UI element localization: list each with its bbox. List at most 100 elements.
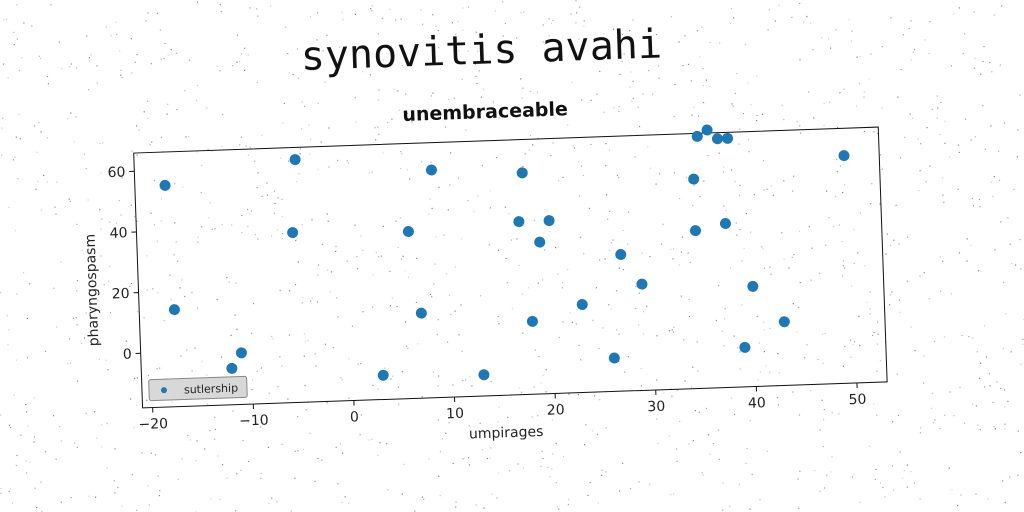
noise-speck xyxy=(931,108,933,110)
noise-speck xyxy=(81,249,83,251)
noise-speck xyxy=(753,194,755,196)
noise-speck xyxy=(1002,348,1004,350)
noise-speck xyxy=(522,165,524,168)
noise-speck xyxy=(542,279,544,281)
noise-speck xyxy=(27,425,29,427)
noise-speck xyxy=(575,0,577,2)
noise-speck xyxy=(949,391,951,393)
noise-speck xyxy=(472,108,474,110)
noise-speck xyxy=(210,498,212,500)
noise-speck xyxy=(703,180,705,182)
noise-speck xyxy=(912,117,914,119)
noise-speck xyxy=(281,238,283,240)
noise-speck xyxy=(288,72,290,74)
noise-speck xyxy=(838,224,840,226)
noise-speck xyxy=(393,88,395,90)
noise-speck xyxy=(0,291,2,294)
noise-speck xyxy=(599,399,601,401)
noise-speck xyxy=(219,70,221,72)
noise-speck xyxy=(98,358,100,360)
noise-speck xyxy=(756,120,758,122)
noise-speck xyxy=(102,142,104,144)
noise-speck xyxy=(906,486,908,488)
noise-speck xyxy=(923,355,925,357)
noise-speck xyxy=(567,124,569,126)
noise-speck xyxy=(221,145,223,147)
noise-speck xyxy=(40,57,42,60)
noise-speck xyxy=(799,2,801,4)
noise-speck xyxy=(702,474,704,476)
noise-speck xyxy=(7,77,9,79)
noise-speck xyxy=(679,198,681,200)
noise-speck xyxy=(729,22,732,24)
noise-speck xyxy=(482,449,484,451)
noise-speck xyxy=(297,415,299,418)
noise-speck xyxy=(978,270,980,272)
noise-speck xyxy=(797,478,799,480)
noise-speck xyxy=(913,482,915,484)
noise-speck xyxy=(542,41,545,43)
noise-speck xyxy=(932,422,934,424)
noise-speck xyxy=(963,33,966,35)
noise-speck xyxy=(914,48,916,51)
noise-speck xyxy=(744,44,746,46)
noise-speck xyxy=(998,150,1000,152)
noise-speck xyxy=(910,59,912,61)
noise-speck xyxy=(505,257,507,259)
noise-speck xyxy=(158,495,160,497)
noise-speck xyxy=(316,301,318,303)
noise-speck xyxy=(942,177,944,179)
noise-speck xyxy=(19,138,21,140)
scatter-point xyxy=(534,236,546,248)
noise-speck xyxy=(45,350,47,352)
noise-speck xyxy=(311,219,313,221)
noise-speck xyxy=(634,156,636,158)
noise-speck xyxy=(966,238,968,240)
noise-speck xyxy=(919,432,921,434)
noise-speck xyxy=(580,165,582,167)
noise-speck xyxy=(347,162,349,164)
noise-speck xyxy=(477,195,479,197)
noise-speck xyxy=(796,331,798,333)
noise-speck xyxy=(668,435,670,437)
noise-speck xyxy=(791,16,793,18)
noise-speck xyxy=(145,20,147,22)
noise-speck xyxy=(979,206,981,208)
noise-speck xyxy=(435,25,437,27)
noise-speck xyxy=(271,497,273,499)
noise-speck xyxy=(873,131,875,133)
noise-speck xyxy=(222,113,224,115)
noise-speck xyxy=(186,349,188,351)
noise-speck xyxy=(702,67,704,70)
noise-speck xyxy=(214,438,216,440)
noise-speck xyxy=(41,510,43,512)
noise-speck xyxy=(99,209,101,211)
noise-speck xyxy=(690,80,692,82)
noise-speck xyxy=(351,325,353,327)
scatter-point xyxy=(159,179,171,191)
noise-speck xyxy=(153,224,155,226)
noise-speck xyxy=(201,164,203,167)
noise-speck xyxy=(766,450,768,452)
noise-speck xyxy=(467,50,469,52)
noise-speck xyxy=(76,67,78,69)
noise-speck xyxy=(241,232,243,234)
noise-speck xyxy=(326,213,328,215)
noise-speck xyxy=(346,160,348,162)
noise-speck xyxy=(85,312,87,314)
noise-speck xyxy=(853,228,855,230)
noise-speck xyxy=(100,228,102,230)
noise-speck xyxy=(327,269,329,271)
noise-speck xyxy=(153,180,156,182)
noise-speck xyxy=(398,109,400,111)
noise-speck xyxy=(391,375,394,377)
noise-speck xyxy=(930,407,933,409)
noise-speck xyxy=(879,154,882,156)
noise-speck xyxy=(1000,221,1002,223)
noise-speck xyxy=(462,380,464,382)
noise-speck xyxy=(336,297,338,299)
noise-speck xyxy=(934,419,936,421)
noise-speck xyxy=(400,168,402,170)
noise-speck xyxy=(443,234,445,236)
noise-speck xyxy=(749,508,751,510)
